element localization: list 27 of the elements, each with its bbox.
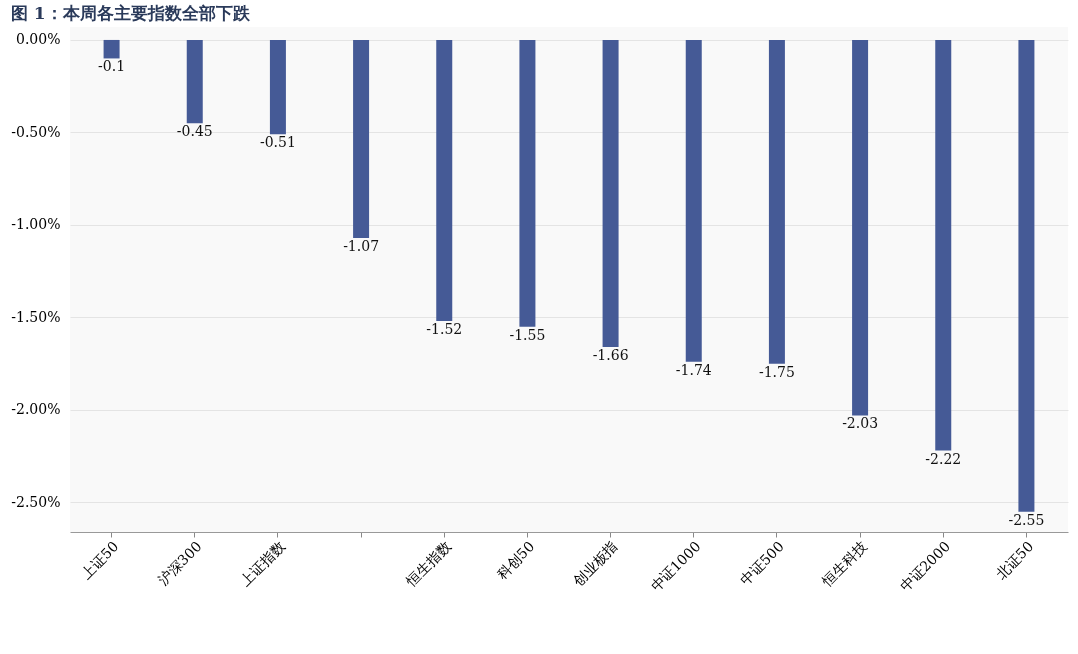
data-label: -1.52 xyxy=(426,321,463,338)
y-tick-label: -2.50% xyxy=(11,493,61,510)
y-tick-label: -2.00% xyxy=(11,401,61,418)
y-tick-label: -1.00% xyxy=(11,216,61,233)
data-label: -2.22 xyxy=(925,450,962,467)
data-label: -1.74 xyxy=(675,361,712,378)
x-tick-label: 科创50 xyxy=(493,538,538,582)
data-label: -1.66 xyxy=(592,347,629,364)
chart-title: 图 1：本周各主要指数全部下跌 xyxy=(10,3,251,23)
x-tick-label: 上证50 xyxy=(77,538,122,582)
x-tick-label: 上证指数 xyxy=(236,538,288,589)
y-tick-label: 0.00% xyxy=(16,31,61,48)
x-tick-label: 沪深300 xyxy=(154,538,205,589)
x-tick-label: 恒生指数 xyxy=(402,538,455,590)
y-tick-label: -0.50% xyxy=(11,123,61,140)
x-tick-label: 恒生科技 xyxy=(818,538,870,590)
data-label: -2.03 xyxy=(842,415,879,432)
x-tick-label: 北证50 xyxy=(992,538,1037,582)
y-tick-label: -1.50% xyxy=(11,308,61,325)
data-label: -0.1 xyxy=(98,58,126,75)
data-label: -1.07 xyxy=(343,237,380,254)
data-label: -0.51 xyxy=(259,134,296,151)
data-label: -0.45 xyxy=(176,123,213,140)
data-label: -2.55 xyxy=(1008,511,1045,528)
x-tick-label: 创业板指 xyxy=(569,538,621,589)
data-label: -1.55 xyxy=(509,326,546,343)
data-label: -1.75 xyxy=(758,363,795,380)
